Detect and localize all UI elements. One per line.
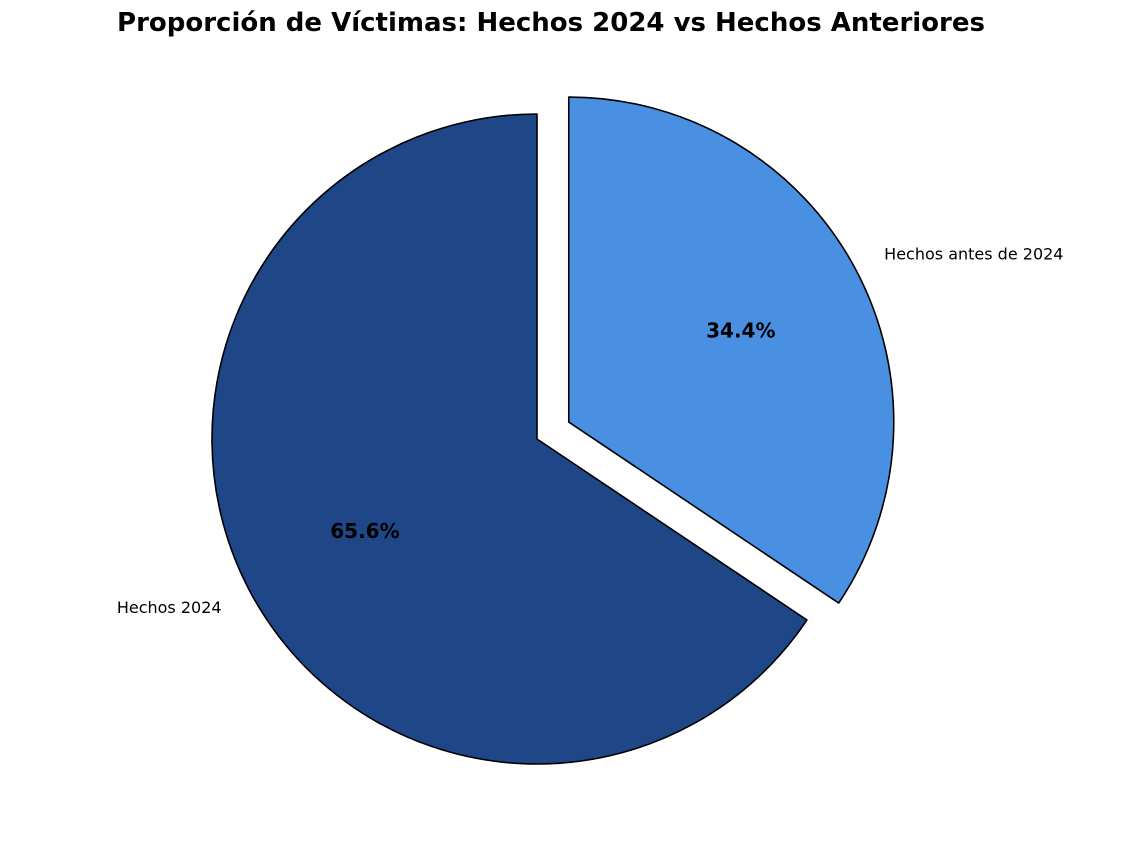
slice-category-label-0: Hechos antes de 2024 — [884, 244, 1063, 263]
pie-slice-1 — [211, 113, 808, 765]
chart-title: Proporción de Víctimas: Hechos 2024 vs H… — [117, 8, 985, 38]
pie-slice-0 — [567, 96, 895, 604]
slice-percent-label-1: 65.6% — [330, 519, 399, 543]
slice-percent-label-0: 34.4% — [706, 318, 775, 342]
slice-category-label-1: Hechos 2024 — [117, 598, 222, 617]
